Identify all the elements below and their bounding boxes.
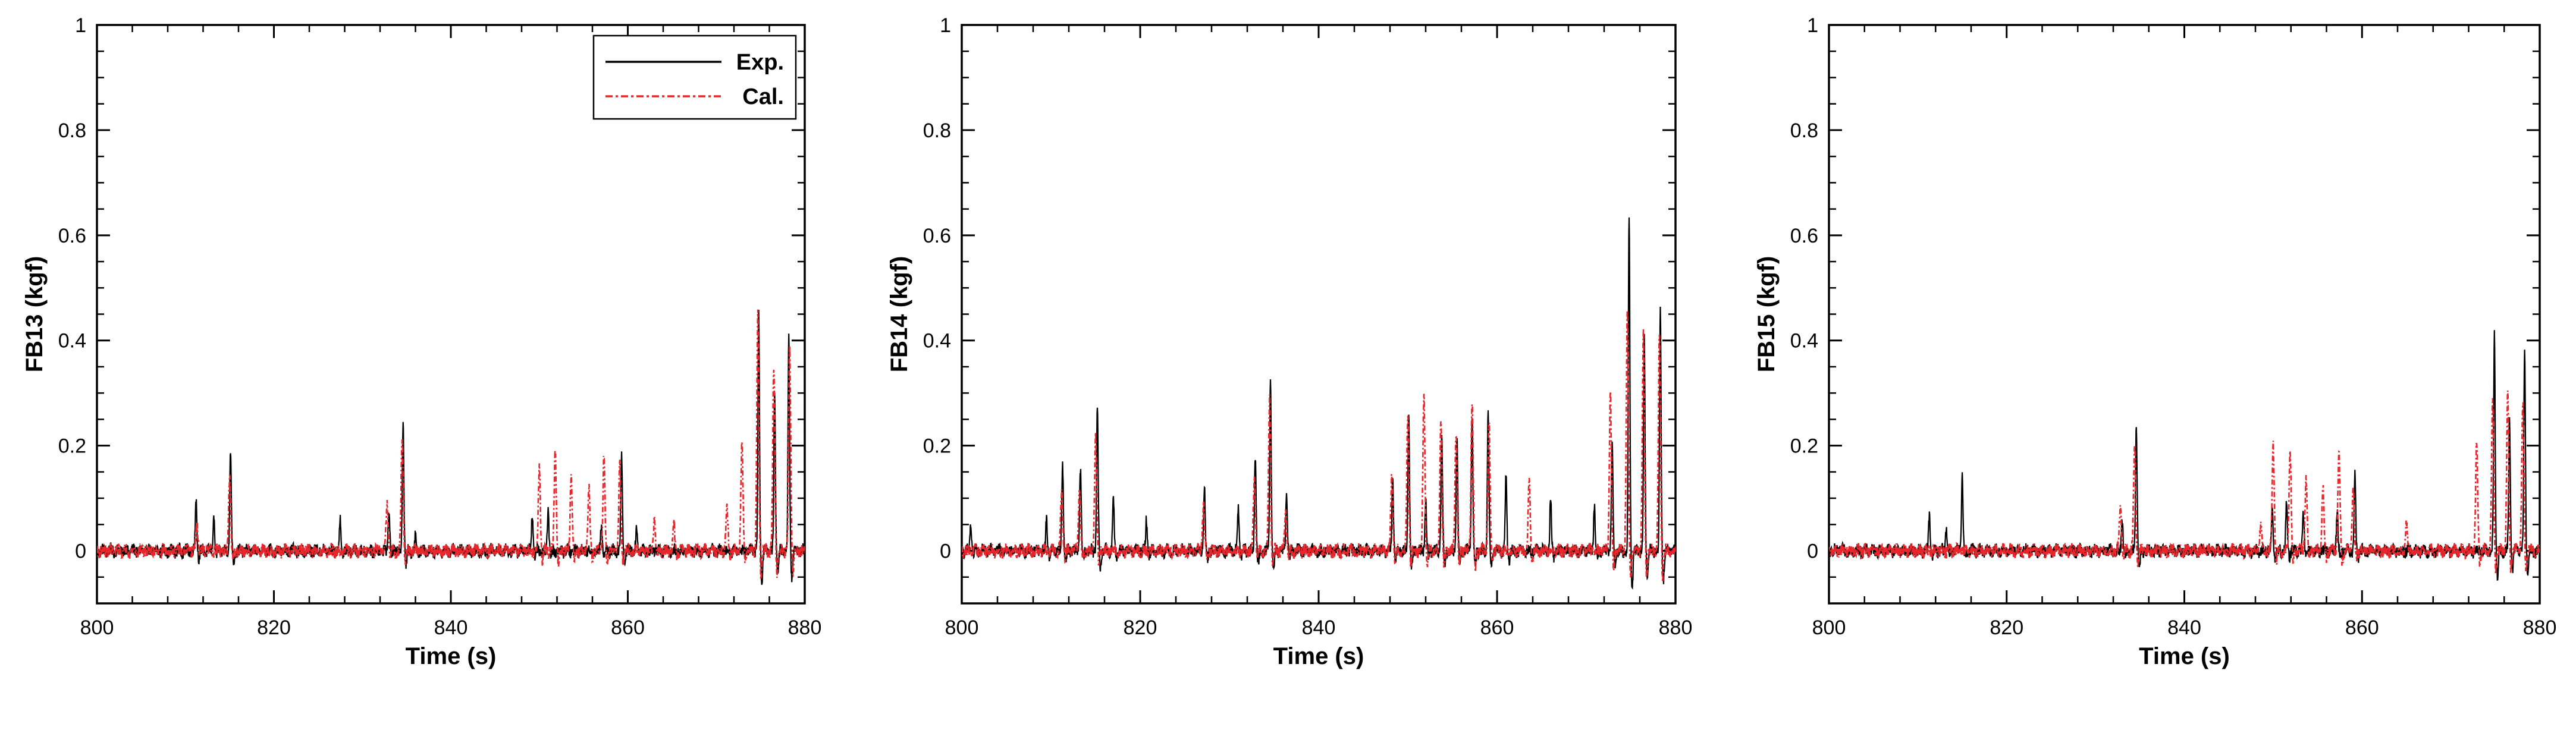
y-tick-label: 0 <box>1807 540 1818 563</box>
y-tick-label: 0.2 <box>1790 435 1818 458</box>
y-tick-label: 0.6 <box>1790 225 1818 247</box>
chart-panel-fb15: 800 820 840 860 880 0 0.2 0.4 0.6 0.8 1 Time (s) FB1… <box>1753 14 2556 669</box>
series-line-exp <box>962 217 1676 590</box>
x-tick-label: 860 <box>611 616 645 639</box>
y-tick-label: 1 <box>75 14 86 37</box>
x-tick-label: 840 <box>2167 616 2201 639</box>
y-tick-label: 0.8 <box>923 119 951 142</box>
x-tick-label: 820 <box>1124 616 1157 639</box>
x-axis-title: Time (s) <box>2139 643 2230 669</box>
y-tick-label: 0.2 <box>923 435 951 458</box>
legend-box <box>592 34 797 120</box>
x-tick-label: 820 <box>1990 616 2023 639</box>
x-tick-label: 840 <box>434 616 468 639</box>
x-tick-label: 860 <box>1480 616 1514 639</box>
legend-entry: Cal. <box>742 84 784 109</box>
y-axis-title: FB15 (kgf) <box>1753 256 1780 373</box>
y-tick-label: 1 <box>1807 14 1818 37</box>
y-tick-label: 0.4 <box>58 330 86 353</box>
chart-panel-fb14: 800 820 840 860 880 0 0.2 0.4 0.6 0.8 1 Time (s) FB1… <box>886 14 1692 669</box>
series-line-exp <box>97 309 805 585</box>
x-tick-label: 880 <box>2523 616 2557 639</box>
x-tick-label: 820 <box>257 616 291 639</box>
x-axis-title: Time (s) <box>1273 643 1364 669</box>
series-line-cal <box>962 310 1676 583</box>
x-tick-label: 860 <box>2345 616 2379 639</box>
x-tick-label: 800 <box>1812 616 1846 639</box>
y-tick-label: 0.8 <box>1790 119 1818 142</box>
y-tick-label: 1 <box>940 14 951 37</box>
y-axis-title: FB13 (kgf) <box>21 256 48 373</box>
y-tick-label: 0.6 <box>58 225 86 247</box>
y-tick-label: 0.8 <box>58 119 86 142</box>
x-tick-label: 800 <box>80 616 114 639</box>
x-tick-label: 840 <box>1302 616 1336 639</box>
y-tick-label: 0.4 <box>1790 330 1818 353</box>
chart-panel-fb13: 800 820 840 860 880 0 0.2 0.4 0.6 0.8 1 Time (s) FB1… <box>21 14 821 669</box>
plot-frame <box>961 24 1677 605</box>
series-line-exp <box>1829 330 2540 581</box>
x-axis-title: Time (s) <box>406 643 497 669</box>
y-tick-label: 0.4 <box>923 330 951 353</box>
legend-entry: Exp. <box>736 50 784 75</box>
y-tick-label: 0 <box>75 540 86 563</box>
y-axis-title: FB14 (kgf) <box>886 256 912 373</box>
plot-frame <box>1828 24 2541 605</box>
series-line-cal <box>1829 390 2540 574</box>
y-tick-label: 0.6 <box>923 225 951 247</box>
series-line-cal <box>97 309 805 580</box>
y-tick-label: 0.2 <box>58 435 86 458</box>
x-tick-label: 800 <box>945 616 979 639</box>
x-tick-label: 880 <box>788 616 822 639</box>
x-tick-label: 880 <box>1659 616 1693 639</box>
y-tick-label: 0 <box>940 540 951 563</box>
